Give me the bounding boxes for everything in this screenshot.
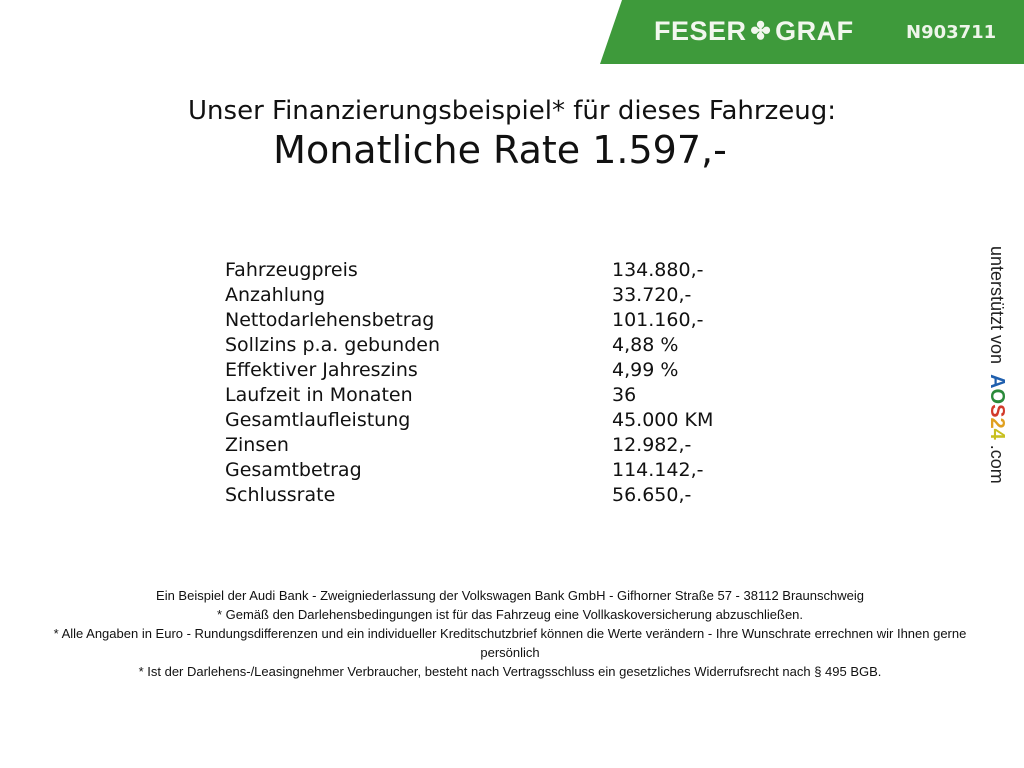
row-label: Fahrzeugpreis bbox=[225, 259, 358, 281]
table-row: Gesamtbetrag 114.142,- bbox=[225, 458, 713, 483]
supported-by: unterstützt von AOS24 .com bbox=[984, 246, 1014, 526]
row-value: 56.650,- bbox=[612, 484, 692, 506]
footnote: Ein Beispiel der Audi Bank - Zweignieder… bbox=[156, 588, 864, 603]
row-label: Laufzeit in Monaten bbox=[225, 384, 413, 406]
table-row: Effektiver Jahreszins 4,99 % bbox=[225, 358, 713, 383]
table-row: Zinsen 12.982,- bbox=[225, 433, 713, 458]
supported-by-text: unterstützt von bbox=[987, 246, 1007, 365]
row-value: 45.000 KM bbox=[612, 409, 714, 431]
table-row: Nettodarlehensbetrag 101.160,- bbox=[225, 308, 713, 333]
row-label: Schlussrate bbox=[225, 484, 336, 506]
monthly-rate: Monatliche Rate 1.597,- bbox=[273, 128, 727, 172]
footnote: * Gemäß den Darlehensbedingungen ist für… bbox=[216, 607, 804, 622]
row-label: Zinsen bbox=[225, 434, 289, 456]
row-label: Sollzins p.a. gebunden bbox=[225, 334, 440, 356]
brand-name-2: GRAF bbox=[775, 16, 854, 46]
table-row: Fahrzeugpreis 134.880,- bbox=[225, 258, 713, 283]
row-value: 4,88 % bbox=[612, 334, 679, 356]
row-value: 36 bbox=[612, 384, 637, 406]
row-label: Nettodarlehensbetrag bbox=[225, 309, 435, 331]
table-row: Sollzins p.a. gebunden 4,88 % bbox=[225, 333, 713, 358]
row-label: Anzahlung bbox=[225, 284, 326, 306]
brand-name-1: FESER bbox=[654, 16, 747, 46]
row-label: Effektiver Jahreszins bbox=[225, 359, 418, 381]
brand-logo: FESER ✤ GRAF bbox=[654, 16, 854, 47]
financing-table: Fahrzeugpreis 134.880,- Anzahlung 33.720,- N… bbox=[225, 258, 713, 508]
table-row: Anzahlung 33.720,- bbox=[225, 283, 713, 308]
footnote: * Alle Angaben in Euro - Rundungsdiffere… bbox=[53, 626, 967, 660]
footnotes: Ein Beispiel der Audi Bank - Zweignieder… bbox=[50, 586, 970, 681]
vehicle-code: N903711 bbox=[906, 22, 997, 43]
table-row: Laufzeit in Monaten 36 bbox=[225, 383, 713, 408]
header-banner bbox=[600, 0, 1024, 64]
row-value: 134.880,- bbox=[612, 259, 704, 281]
row-value: 101.160,- bbox=[612, 309, 704, 331]
row-value: 33.720,- bbox=[612, 284, 692, 306]
table-row: Gesamtlaufleistung 45.000 KM bbox=[225, 408, 713, 433]
clover-icon: ✤ bbox=[750, 18, 772, 45]
row-value: 4,99 % bbox=[612, 359, 679, 381]
row-label: Gesamtbetrag bbox=[225, 459, 362, 481]
row-value: 12.982,- bbox=[612, 434, 692, 456]
table-row: Schlussrate 56.650,- bbox=[225, 483, 713, 508]
row-value: 114.142,- bbox=[612, 459, 704, 481]
footnote: * Ist der Darlehens-/Leasingnehmer Verbr… bbox=[138, 664, 882, 679]
aos24-suffix: .com bbox=[987, 444, 1007, 484]
aos24-logo: AOS24 bbox=[986, 374, 1008, 440]
row-label: Gesamtlaufleistung bbox=[225, 409, 411, 431]
financing-heading: Unser Finanzierungsbeispiel* für dieses … bbox=[188, 96, 836, 126]
